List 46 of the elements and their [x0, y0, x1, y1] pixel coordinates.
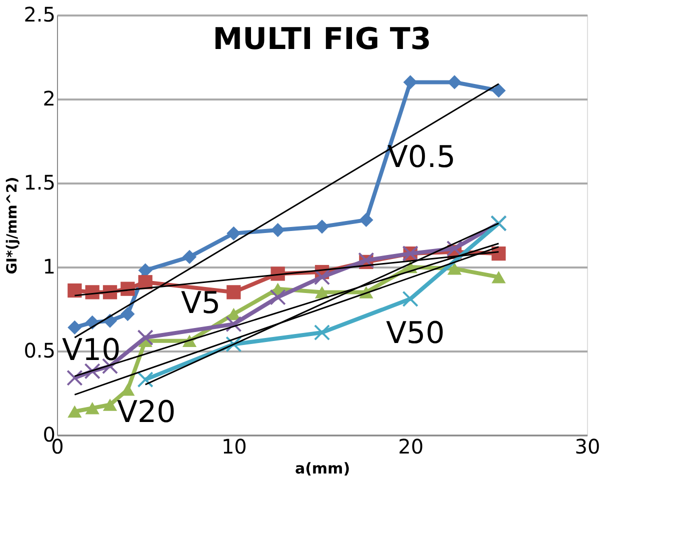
point: [120, 306, 135, 322]
annotation: V10: [62, 333, 121, 368]
x-tick-label: 30: [574, 434, 600, 458]
chart-title: MULTI FIG T3: [212, 22, 432, 57]
y-tick-label: 2.5: [24, 2, 56, 26]
point: [84, 363, 100, 380]
point: [447, 75, 462, 90]
point: [447, 262, 462, 275]
point: [402, 290, 418, 307]
annotation: V20: [117, 395, 176, 430]
annotation: V5: [181, 286, 221, 321]
x-tick-label: 10: [221, 434, 247, 458]
point: [137, 329, 154, 346]
point: [359, 212, 374, 228]
annotation: V50: [386, 316, 445, 351]
y-tick-label: 0.5: [24, 338, 56, 362]
point: [68, 405, 82, 418]
point: [85, 402, 100, 414]
y-tick-label: 2: [42, 86, 56, 110]
point: [102, 398, 118, 411]
point: [138, 263, 152, 278]
point: [270, 222, 285, 238]
point: [137, 371, 154, 388]
point: [226, 285, 241, 300]
point: [403, 75, 418, 90]
point: [182, 250, 197, 264]
point: [446, 240, 463, 257]
point: [270, 289, 286, 306]
point: [68, 283, 82, 298]
point: [68, 320, 82, 335]
point: [314, 286, 330, 298]
annotation: V0.5: [387, 140, 456, 175]
point: [492, 84, 506, 98]
point: [226, 336, 242, 352]
y-tick-label: 1: [42, 254, 56, 278]
point: [226, 316, 242, 332]
x-axis-title: a(mm): [294, 460, 350, 478]
point: [66, 370, 83, 386]
point: [492, 270, 506, 284]
point: [226, 226, 241, 240]
point: [314, 269, 330, 286]
x-tick-label: 20: [398, 434, 424, 458]
point: [314, 324, 330, 341]
y-tick-label: 1.5: [24, 170, 56, 194]
point: [314, 220, 330, 234]
y-axis-title: GI*(j/mm^2): [4, 176, 21, 274]
